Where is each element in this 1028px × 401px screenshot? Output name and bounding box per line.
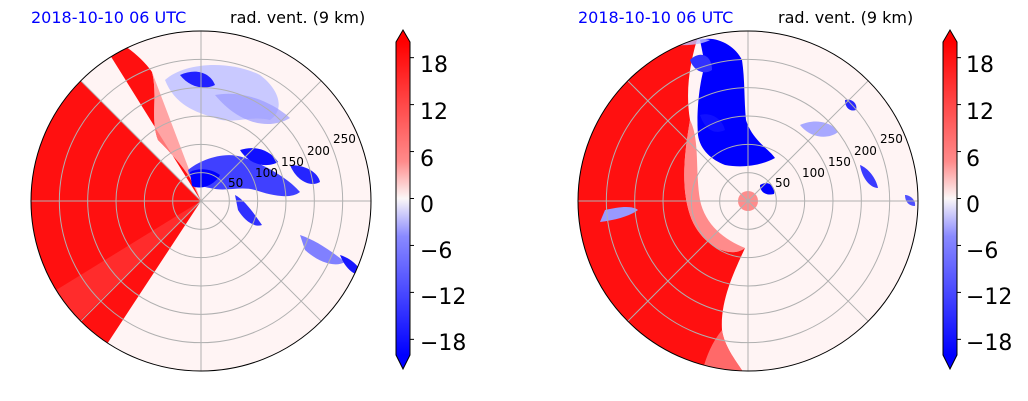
right-colorbar-body [943, 42, 957, 355]
right-rlabel-100: 100 [802, 166, 825, 180]
right-radial-labels: 50 100 150 200 250 [775, 132, 903, 190]
right-rlabel-250: 250 [880, 132, 903, 146]
right-colorbar-max-extend [943, 30, 957, 42]
left-rlabel-200: 200 [307, 144, 330, 158]
left-radial-labels: 50 100 150 200 250 [228, 132, 356, 190]
left-polar-grid [31, 31, 371, 371]
left-colorbar-max-extend [396, 30, 410, 42]
right-colorbar: 18 12 6 0 −6 −12 −18 [942, 29, 1012, 371]
left-colorbar-body [396, 42, 410, 355]
right-polar-grid [578, 31, 918, 371]
left-rlabel-150: 150 [281, 155, 304, 169]
left-positive-fringe [152, 72, 201, 201]
left-panel: 2018-10-10 06 UTC rad. vent. (9 km) [30, 8, 466, 372]
left-rlabel-50: 50 [228, 176, 243, 190]
left-colorbar: 18 12 6 0 −6 −12 −18 [395, 29, 466, 371]
left-polar-frame [30, 30, 372, 372]
right-colorbar-min-extend [943, 355, 957, 369]
right-title-field: rad. vent. (9 km) [778, 8, 913, 27]
left-cbtick-neg18: −18 [420, 331, 466, 356]
right-cbtick-12: 12 [966, 100, 994, 125]
left-title-date: 2018-10-10 06 UTC [31, 8, 186, 27]
right-title-date: 2018-10-10 06 UTC [578, 8, 733, 27]
left-cbtick-neg6: −6 [420, 239, 452, 264]
left-cbtick-18: 18 [420, 53, 448, 78]
left-cbtick-0: 0 [420, 193, 434, 218]
left-rlabel-100: 100 [255, 166, 278, 180]
left-cbtick-12: 12 [420, 100, 448, 125]
right-cbtick-0: 0 [966, 193, 980, 218]
right-panel: 2018-10-10 06 UTC rad. vent. (9 km) [577, 8, 1012, 372]
right-rlabel-200: 200 [854, 144, 877, 158]
right-polar-frame [577, 30, 919, 372]
left-rlabel-250: 250 [333, 132, 356, 146]
right-cbtick-neg6: −6 [966, 239, 998, 264]
right-cbtick-6: 6 [966, 147, 980, 172]
left-colorbar-min-extend [396, 355, 410, 369]
left-cbtick-neg12: −12 [420, 285, 466, 310]
right-rlabel-50: 50 [775, 176, 790, 190]
left-title-field: rad. vent. (9 km) [230, 8, 365, 27]
right-cbtick-neg12: −12 [966, 285, 1012, 310]
right-rlabel-150: 150 [828, 155, 851, 169]
left-cbtick-6: 6 [420, 147, 434, 172]
right-cbtick-neg18: −18 [966, 331, 1012, 356]
right-cbtick-18: 18 [966, 53, 994, 78]
